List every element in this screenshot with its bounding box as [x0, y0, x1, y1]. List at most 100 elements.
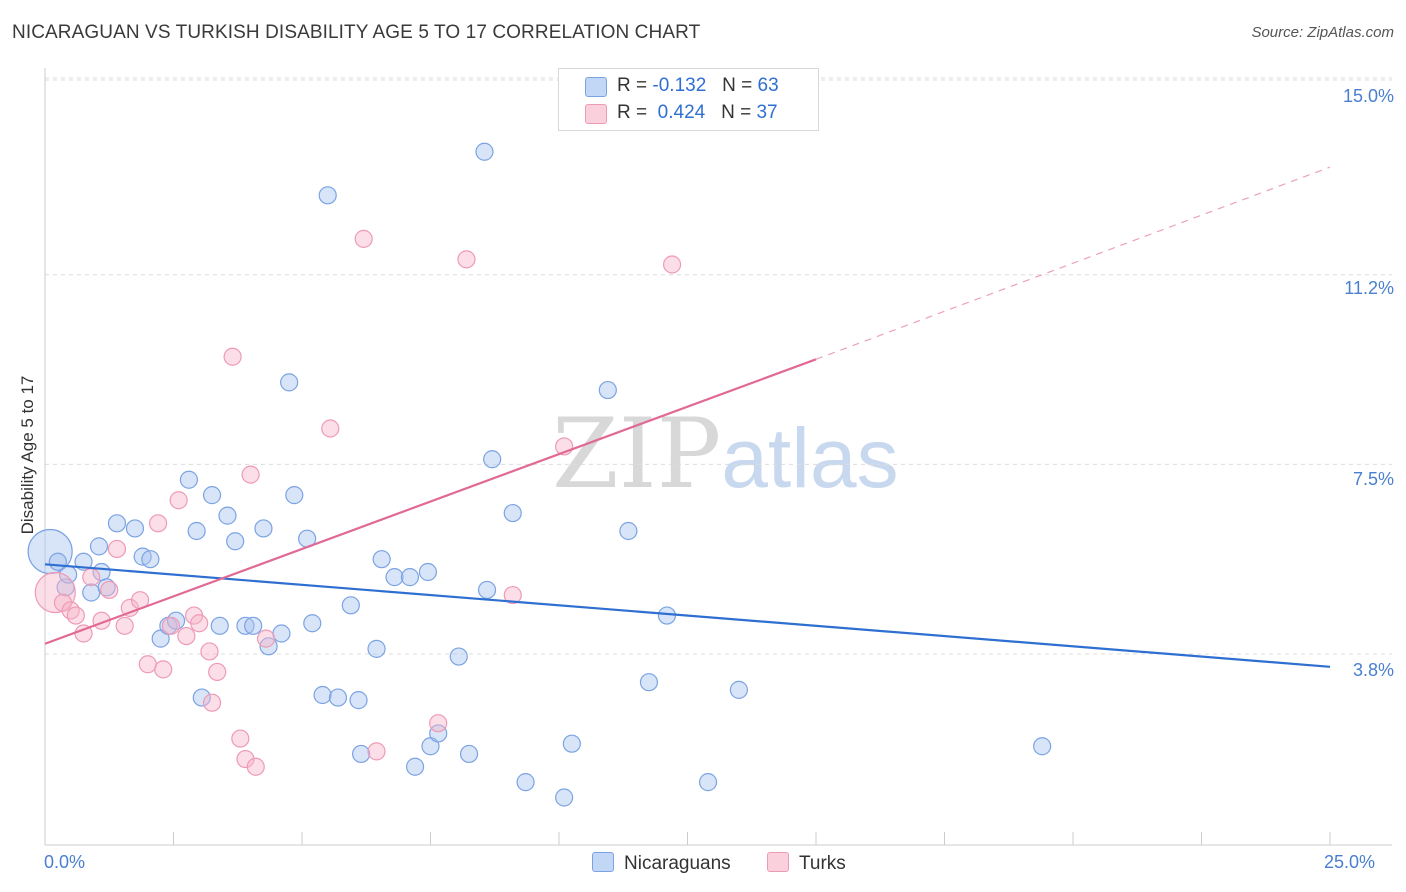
- nicaraguans-point: [372, 550, 391, 569]
- nicaraguans-point: [218, 506, 237, 525]
- turks-point: [354, 229, 373, 248]
- watermark-zip: ZIP: [552, 398, 722, 510]
- y-tick-label: 3.8%: [1352, 660, 1394, 680]
- legend-text: R = 0.424 N = 37: [617, 102, 778, 123]
- turks-point: [662, 255, 682, 274]
- turks-point: [107, 539, 127, 559]
- bottom-legend-label: Nicaraguans: [624, 853, 731, 874]
- nicaraguans-point: [226, 532, 245, 551]
- nicaraguans-point: [555, 788, 574, 807]
- nicaraguans-point: [503, 503, 522, 523]
- nicaraguans-point: [429, 724, 448, 743]
- watermark-atlas: atlas: [721, 411, 899, 505]
- legend: R = -0.132 N = 63 R = 0.424 N = 37: [558, 68, 819, 131]
- x-tick-label: 0.0%: [44, 852, 86, 872]
- nicaraguans-point: [125, 519, 145, 538]
- nicaraguans-point: [562, 734, 581, 753]
- turks-point: [138, 655, 157, 674]
- turks-point: [236, 749, 255, 769]
- turks-point: [200, 642, 219, 661]
- nicaraguans-point: [619, 521, 638, 541]
- turks-trend-extension: [815, 166, 1331, 360]
- x-tick-label: 25.0%: [1324, 852, 1376, 872]
- nicaraguans-point: [598, 380, 617, 400]
- bottom-legend-nicaraguans: Nicaraguans: [592, 852, 731, 875]
- turks-swatch: [767, 852, 789, 872]
- nicaraguans-point: [367, 639, 386, 658]
- turks-point: [231, 729, 250, 748]
- nicaraguans-trend-line: [44, 563, 1331, 668]
- nicaraguans-point: [280, 373, 299, 392]
- nicaraguans-point: [313, 685, 332, 705]
- nicaraguans-point: [349, 691, 368, 710]
- legend-text: R = -0.132 N = 63: [617, 75, 779, 96]
- turks-point: [61, 601, 80, 620]
- nicaraguans-point: [418, 562, 438, 582]
- nicaraguans-swatch: [592, 852, 614, 872]
- turks-point: [202, 693, 222, 712]
- nicaraguans-point: [89, 537, 109, 556]
- turks-trend-line: [44, 358, 817, 645]
- turks-point: [53, 593, 73, 612]
- chart-title: NICARAGUAN VS TURKISH DISABILITY AGE 5 T…: [12, 22, 701, 43]
- nicaraguans-point: [1033, 737, 1052, 756]
- turks-point: [154, 660, 173, 679]
- nicaraguans-point: [352, 744, 371, 764]
- turks-point: [34, 571, 76, 614]
- turks-point: [66, 606, 85, 625]
- nicaraguans-point: [328, 688, 348, 707]
- nicaraguans-point: [385, 568, 404, 587]
- turks-point: [321, 419, 340, 438]
- nicaraguans-point: [210, 616, 229, 635]
- y-tick-label: 7.5%: [1352, 469, 1394, 489]
- nicaraguans-point: [477, 580, 497, 600]
- nicaraguans-point: [303, 614, 322, 633]
- nicaraguans-point: [202, 486, 222, 505]
- turks-point: [256, 629, 276, 648]
- turks-point: [457, 250, 476, 269]
- nicaraguans-point: [698, 773, 718, 792]
- nicaraguans-point: [318, 186, 337, 205]
- nicaraguans-point: [166, 611, 186, 630]
- turks-point: [148, 514, 168, 533]
- turks-point: [169, 491, 188, 510]
- turks-point: [241, 465, 260, 484]
- y-tick-label: 15.0%: [1342, 86, 1394, 106]
- nicaraguans-point: [729, 680, 749, 699]
- turks-point: [208, 662, 227, 682]
- turks-swatch: [585, 104, 607, 124]
- nicaraguans-point: [405, 757, 425, 776]
- turks-point: [120, 598, 139, 617]
- turks-point: [223, 347, 242, 366]
- nicaraguans-point: [192, 688, 211, 707]
- bottom-legend-label: Turks: [799, 853, 846, 874]
- y-axis-label: Disability Age 5 to 17: [18, 375, 37, 535]
- nicaraguans-point: [141, 550, 160, 569]
- nicaraguans-swatch: [585, 77, 607, 97]
- nicaraguans-point: [449, 647, 468, 666]
- turks-point: [190, 614, 209, 633]
- turks-point: [177, 626, 196, 646]
- turks-point: [115, 616, 134, 635]
- nicaraguans-point: [639, 673, 659, 692]
- nicaraguans-point: [187, 521, 206, 541]
- turks-point: [246, 757, 265, 776]
- nicaraguans-point: [97, 578, 116, 597]
- nicaraguans-point: [459, 744, 479, 764]
- turks-point: [367, 742, 386, 761]
- nicaraguans-point: [254, 519, 273, 538]
- nicaraguans-point: [475, 142, 494, 161]
- bottom-legend-turks: Turks: [767, 852, 846, 875]
- nicaraguans-point: [341, 596, 360, 615]
- nicaraguans-point: [244, 616, 263, 635]
- nicaraguans-point: [272, 624, 291, 643]
- turks-point: [82, 568, 101, 587]
- nicaraguans-point: [516, 773, 535, 792]
- watermark: ZIPatlas: [552, 398, 899, 510]
- nicaraguans-point: [82, 583, 101, 602]
- turks-point: [100, 580, 119, 600]
- nicaraguans-point: [107, 514, 127, 533]
- turks-point: [503, 585, 522, 605]
- turks-point: [429, 714, 448, 733]
